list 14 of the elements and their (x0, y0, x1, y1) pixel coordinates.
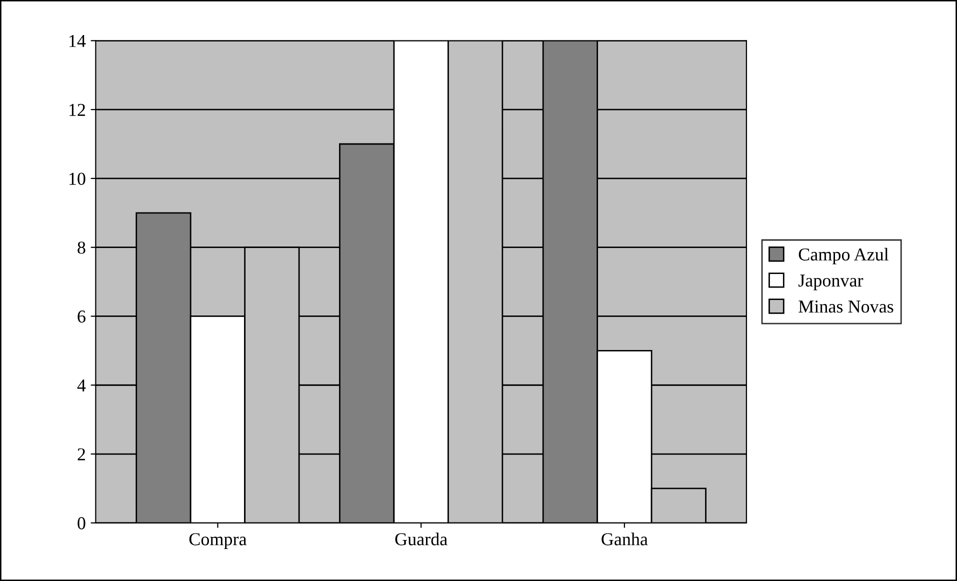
x-tick-label: Compra (189, 533, 247, 549)
y-tick-label: 4 (77, 380, 86, 392)
y-tick-label: 0 (78, 517, 86, 530)
x-tick-label: Ganha (602, 532, 648, 546)
y-tick-label: 8 (78, 242, 86, 254)
y-tick-label: 12 (70, 104, 85, 116)
y-tick-label: 6 (78, 310, 86, 323)
legend-label: Campo Azul (798, 248, 889, 264)
x-tick-label: Guarda (395, 532, 448, 546)
legend-label: Minas Novas (798, 300, 894, 313)
legend-label: Japonvar (798, 274, 864, 290)
y-tick-label: 2 (78, 448, 85, 460)
y-tick-label: 10 (70, 172, 86, 185)
y-tick-label: 14 (70, 35, 86, 47)
